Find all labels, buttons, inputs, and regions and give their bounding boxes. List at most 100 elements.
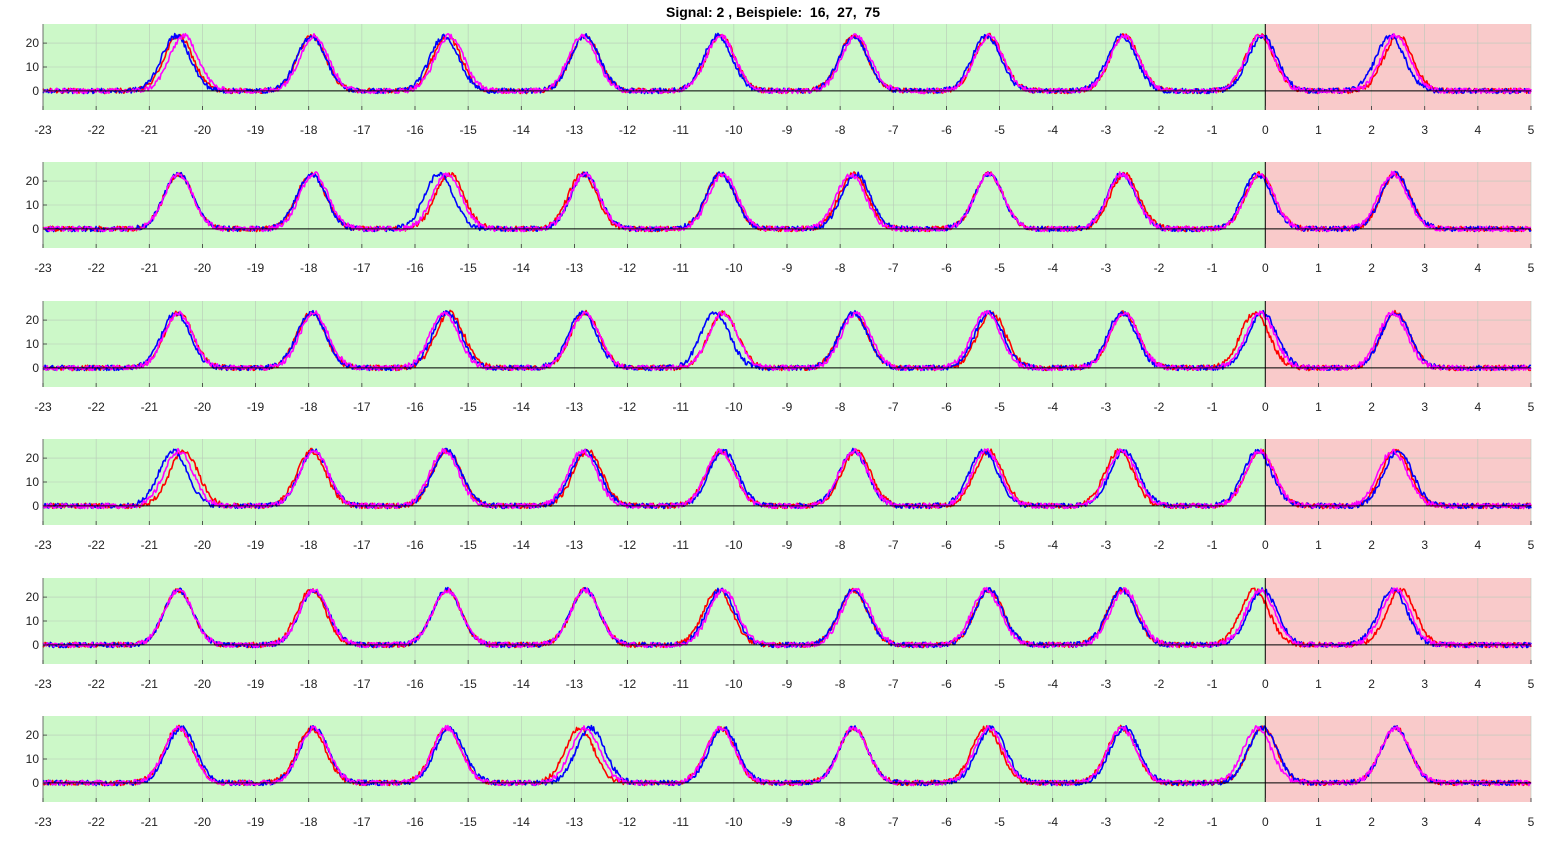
x-tick-label: 4 xyxy=(1475,261,1482,275)
x-tick-label: -15 xyxy=(459,538,477,552)
series-red-line xyxy=(42,587,1532,649)
x-tick-label: -18 xyxy=(300,400,318,414)
x-tick-label: -2 xyxy=(1154,815,1165,829)
x-tick-label: -12 xyxy=(619,123,637,137)
figure-title: Signal: 2 , Beispiele: 16, 27, 75 xyxy=(666,4,880,20)
x-tick-label: -18 xyxy=(300,261,318,275)
x-tick-label: -23 xyxy=(34,538,52,552)
x-tick-label: 2 xyxy=(1368,677,1375,691)
x-tick-label: -19 xyxy=(247,261,265,275)
x-tick-label: -4 xyxy=(1047,677,1058,691)
x-tick-label: 4 xyxy=(1475,400,1482,414)
x-tick-label: -9 xyxy=(782,815,793,829)
x-tick-label: -21 xyxy=(141,815,159,829)
x-tick-label: -8 xyxy=(835,677,846,691)
x-tick-label: -20 xyxy=(194,538,212,552)
x-tick-label: 3 xyxy=(1421,400,1428,414)
x-tick-label: 0 xyxy=(1262,400,1269,414)
x-tick-label: -13 xyxy=(566,400,584,414)
x-tick-label: -22 xyxy=(87,815,105,829)
x-tick-label: 1 xyxy=(1315,400,1322,414)
x-tick-label: -9 xyxy=(782,400,793,414)
y-tick-label: 20 xyxy=(26,590,40,604)
y-tick-label: 10 xyxy=(26,752,40,766)
y-tick-label: 10 xyxy=(26,337,40,351)
series-magenta-line xyxy=(42,309,1532,372)
y-tick-label: 0 xyxy=(32,222,39,236)
x-tick-label: -18 xyxy=(300,123,318,137)
x-tick-label: -11 xyxy=(672,400,689,414)
x-tick-label: 5 xyxy=(1528,538,1535,552)
x-tick-label: 2 xyxy=(1368,538,1375,552)
x-tick-label: -5 xyxy=(994,123,1005,137)
x-tick-label: -23 xyxy=(34,123,52,137)
x-tick-label: -10 xyxy=(725,538,743,552)
x-tick-label: 1 xyxy=(1315,123,1322,137)
x-tick-label: -21 xyxy=(141,400,159,414)
x-tick-label: 3 xyxy=(1421,815,1428,829)
x-tick-label: -1 xyxy=(1207,815,1218,829)
x-tick-label: -12 xyxy=(619,400,637,414)
x-tick-label: -3 xyxy=(1101,123,1112,137)
x-tick-label: -23 xyxy=(34,261,52,275)
x-tick-label: -3 xyxy=(1101,400,1112,414)
x-tick-label: 2 xyxy=(1368,815,1375,829)
x-tick-label: -2 xyxy=(1154,261,1165,275)
x-tick-label: -15 xyxy=(459,815,477,829)
x-tick-label: -22 xyxy=(87,261,105,275)
x-tick-label: 5 xyxy=(1528,815,1535,829)
y-tick-label: 10 xyxy=(26,475,40,489)
x-tick-label: -9 xyxy=(782,261,793,275)
x-tick-label: -15 xyxy=(459,400,477,414)
x-tick-label: -21 xyxy=(141,123,159,137)
x-tick-label: -19 xyxy=(247,538,265,552)
x-tick-label: -11 xyxy=(672,677,689,691)
x-tick-label: -3 xyxy=(1101,261,1112,275)
x-tick-label: -12 xyxy=(619,538,637,552)
x-tick-label: -4 xyxy=(1047,538,1058,552)
x-tick-label: -7 xyxy=(888,538,899,552)
x-tick-label: -14 xyxy=(513,261,531,275)
x-tick-label: -16 xyxy=(406,538,424,552)
x-tick-label: -10 xyxy=(725,815,743,829)
x-tick-label: -1 xyxy=(1207,400,1218,414)
y-tick-label: 0 xyxy=(32,776,39,790)
x-tick-label: -18 xyxy=(300,538,318,552)
x-tick-label: 0 xyxy=(1262,123,1269,137)
x-tick-label: -10 xyxy=(725,123,743,137)
x-tick-label: -20 xyxy=(194,815,212,829)
x-tick-label: 0 xyxy=(1262,677,1269,691)
x-tick-label: -22 xyxy=(87,400,105,414)
x-tick-label: -2 xyxy=(1154,677,1165,691)
x-tick-label: -5 xyxy=(994,261,1005,275)
x-tick-label: 4 xyxy=(1475,538,1482,552)
y-tick-label: 0 xyxy=(32,499,39,513)
x-tick-label: -16 xyxy=(406,123,424,137)
x-tick-label: -5 xyxy=(994,538,1005,552)
x-tick-label: -12 xyxy=(619,677,637,691)
x-tick-label: -14 xyxy=(513,538,531,552)
x-tick-label: -8 xyxy=(835,123,846,137)
x-tick-label: 0 xyxy=(1262,261,1269,275)
x-tick-label: -21 xyxy=(141,677,159,691)
x-tick-label: -7 xyxy=(888,123,899,137)
x-tick-label: 5 xyxy=(1528,261,1535,275)
x-tick-label: -6 xyxy=(941,261,952,275)
x-tick-label: -7 xyxy=(888,400,899,414)
x-tick-label: -1 xyxy=(1207,261,1218,275)
x-tick-label: -13 xyxy=(566,677,584,691)
x-tick-label: -14 xyxy=(513,400,531,414)
x-tick-label: 0 xyxy=(1262,815,1269,829)
x-tick-label: -19 xyxy=(247,400,265,414)
x-tick-label: -8 xyxy=(835,815,846,829)
x-tick-label: -19 xyxy=(247,677,265,691)
x-tick-label: -22 xyxy=(87,123,105,137)
x-tick-label: -13 xyxy=(566,538,584,552)
x-tick-label: -19 xyxy=(247,815,265,829)
x-tick-label: -21 xyxy=(141,538,159,552)
x-tick-label: -4 xyxy=(1047,400,1058,414)
